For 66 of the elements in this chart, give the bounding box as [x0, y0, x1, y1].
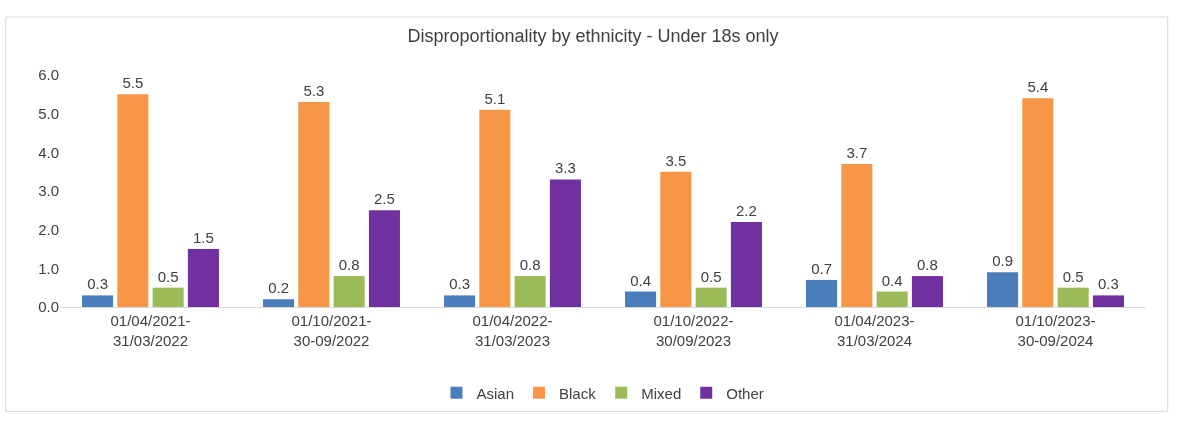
y-tick-label: 5.0	[38, 104, 59, 122]
bar	[187, 249, 219, 307]
y-tick-label: 2.0	[38, 220, 59, 238]
data-label: 0.8	[338, 256, 360, 274]
bar	[625, 291, 657, 307]
data-label: 0.2	[268, 279, 289, 297]
x-tick-label: 01/10/2022- 30/09/2023	[653, 312, 734, 349]
data-label: 2.5	[374, 190, 395, 208]
y-tick-label: 4.0	[38, 143, 59, 161]
bar	[479, 109, 511, 307]
bar	[911, 276, 943, 307]
bar	[333, 276, 365, 307]
data-label: 0.3	[87, 275, 108, 293]
data-label: 0.3	[449, 275, 470, 293]
legend-label: Mixed	[641, 384, 682, 402]
data-label: 5.3	[303, 82, 325, 100]
bar	[987, 272, 1019, 307]
legend-label: Asian	[476, 384, 515, 402]
data-label: 5.5	[122, 74, 144, 92]
y-tick-label: 6.0	[38, 66, 59, 84]
data-label: 0.5	[700, 267, 722, 285]
data-label: 0.3	[1098, 275, 1119, 293]
data-label: 0.4	[630, 271, 651, 289]
data-label: 0.9	[992, 252, 1013, 270]
data-label: 1.5	[193, 229, 214, 246]
data-label: 3.7	[846, 143, 868, 161]
y-tick-label: 1.0	[38, 259, 59, 277]
x-tick-label: 01/04/2022- 31/03/2023	[472, 312, 553, 349]
bar	[82, 295, 114, 307]
x-tick-label: 01/04/2021- 31/03/2022	[110, 312, 191, 349]
bar	[806, 279, 838, 307]
bar	[298, 102, 330, 307]
data-label: 0.7	[811, 259, 832, 277]
bar	[730, 221, 762, 307]
bar	[1022, 98, 1054, 307]
chart-title: Disproportionality by ethnicity - Under 18s only	[407, 26, 779, 47]
x-tick-label: 01/04/2023- 31/03/2024	[834, 312, 915, 349]
data-label: 3.3	[555, 159, 576, 177]
bar	[695, 287, 727, 307]
data-label: 5.1	[484, 89, 506, 107]
y-tick-label: 3.0	[38, 182, 59, 200]
bar	[1057, 287, 1089, 307]
legend-label: Black	[559, 384, 597, 402]
bar	[660, 171, 692, 307]
bar	[514, 276, 546, 307]
bar	[152, 287, 184, 307]
y-tick-label: 0.0	[38, 298, 59, 316]
x-tick-label: 01/10/2021- 30-09/2022	[291, 312, 372, 349]
bar	[549, 179, 581, 307]
data-label: 0.5	[157, 267, 179, 285]
x-tick-label: 01/10/2023- 30-09/2024	[1015, 312, 1096, 349]
data-label: 3.5	[665, 151, 687, 169]
data-label: 0.8	[519, 256, 541, 274]
legend-label: Other	[726, 384, 764, 402]
bar	[876, 291, 908, 307]
data-label: 2.2	[736, 201, 757, 219]
data-label: 0.5	[1062, 267, 1084, 285]
data-label: 0.4	[881, 271, 903, 289]
data-label: 0.8	[917, 256, 938, 274]
data-label: 5.4	[1027, 78, 1049, 96]
bar	[444, 295, 476, 307]
bar	[117, 94, 149, 307]
bar	[368, 210, 400, 307]
bar	[263, 299, 295, 307]
bar	[1092, 295, 1124, 307]
bar	[841, 163, 873, 307]
